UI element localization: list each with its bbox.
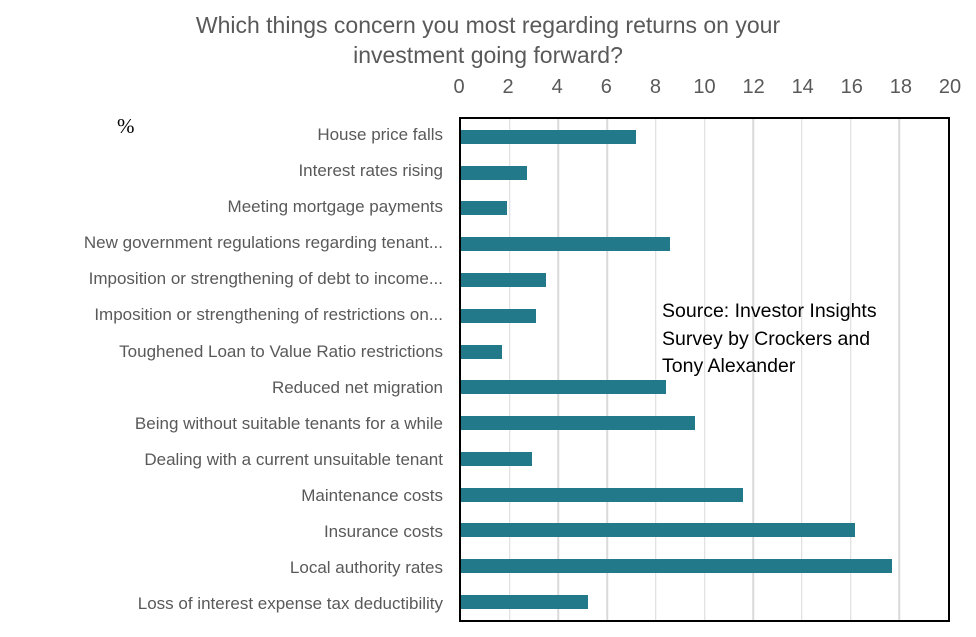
bar [461,451,532,466]
bar [461,129,637,144]
bar [461,344,503,359]
bar [461,559,892,574]
bar-row [461,226,948,262]
x-tick-label-4: 4 [551,76,563,98]
category-label: House price falls [317,125,443,145]
gridline-16 [849,119,852,620]
x-tick-label-20: 20 [938,76,962,98]
bar-row [461,584,948,620]
category-label: Meeting mortgage payments [227,197,443,217]
category-label: Dealing with a current unsuitable tenant [144,449,443,469]
bar-row [461,191,948,227]
bar-row [461,513,948,549]
gridline-6 [606,119,608,620]
category-label: Imposition or strengthening of restricti… [94,305,443,325]
category-label: Loss of interest expense tax deductibili… [137,594,443,614]
x-tick-label-6: 6 [600,76,612,98]
chart-title: Which things concern you most regarding … [195,12,781,68]
category-label: Toughened Loan to Value Ratio restrictio… [119,341,443,361]
category-label: New government regulations regarding ten… [83,233,443,253]
category-axis-labels: House price falls Interest rates rising Me… [0,117,452,622]
bar-row [461,441,948,477]
source-note-line: Tony Alexander [662,355,796,378]
bar-row [461,477,948,513]
plot-area: Source: Investor Insights Survey by Crock… [459,117,950,622]
gridline-12 [752,119,754,620]
source-note-line: Source: Investor Insights [662,300,877,322]
percent-axis-unit-label: % [117,114,135,138]
category-label: Being without suitable tenants for a whi… [134,413,443,433]
bar-row [461,119,948,155]
bar-row [461,155,948,191]
bar [461,380,666,395]
gridline-10 [703,119,706,620]
gridline-18 [898,119,901,620]
bar [461,201,508,216]
bar [461,523,856,538]
category-label: Local authority rates [289,557,443,577]
bar [461,595,588,610]
x-tick-label-8: 8 [649,76,661,98]
bar-row [461,369,948,405]
bar [461,308,537,323]
x-tick-label-18: 18 [889,76,913,98]
category-label: Maintenance costs [301,485,443,505]
bar-row [461,298,948,334]
bar [461,487,744,502]
bar-row [461,334,948,370]
x-tick-label-14: 14 [791,76,814,98]
bar [461,273,547,288]
x-tick-label-12: 12 [742,76,765,98]
bar-row [461,405,948,441]
source-note: Source: Investor Insights Survey by Crock… [662,298,877,381]
x-tick-label-16: 16 [840,76,863,98]
category-label: Insurance costs [323,521,443,541]
bar [461,416,695,431]
x-tick-label-0: 0 [453,76,465,98]
bar [461,165,527,180]
bar [461,237,671,252]
x-axis-tick-labels: 0 2 4 6 8 10 12 14 16 18 20 [453,76,961,102]
bar-row [461,262,948,298]
bar-series [461,119,948,620]
gridline-2 [508,119,511,620]
category-label: Reduced net migration [271,377,443,397]
x-tick-label-10: 10 [693,76,716,98]
gridline-14 [801,119,803,620]
gridline-8 [655,119,657,620]
gridline-4 [557,119,560,620]
source-note-line: Survey by Crockers and [662,327,871,350]
category-label: Interest rates rising [298,161,443,181]
x-tick-label-2: 2 [502,76,514,98]
bar-row [461,548,948,584]
category-label: Imposition or strengthening of debt to i… [88,269,443,289]
